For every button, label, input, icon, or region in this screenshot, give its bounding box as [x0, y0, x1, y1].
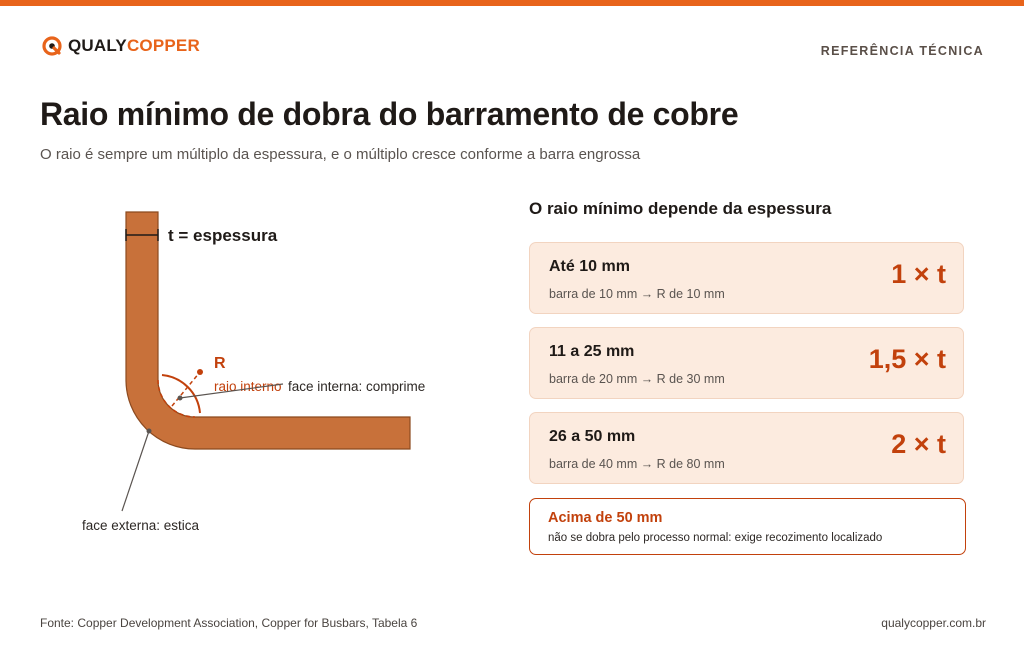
thickness-range: 11 a 25 mm	[549, 343, 635, 360]
thickness-row-1: Até 10 mm barra de 10 mm → R de 10 mm 1 …	[529, 242, 964, 314]
radius-multiplier: 1 × t	[891, 259, 946, 289]
radius-center-dot	[197, 369, 203, 375]
thickness-range: 26 a 50 mm	[549, 428, 636, 445]
radius-letter: R	[214, 355, 226, 372]
busbar-bend-diagram: t = espessura R raio interno face intern…	[82, 211, 425, 533]
radius-line	[171, 371, 201, 407]
warning-card: Acima de 50 mm não se dobra pelo process…	[529, 498, 966, 555]
radius-multiplier: 2 × t	[891, 429, 946, 459]
outer-face-leader	[121, 430, 150, 512]
warning-title: Acima de 50 mm	[548, 510, 663, 526]
radius-multiplier: 1,5 × t	[868, 344, 946, 374]
thickness-example: barra de 20 mm → R de 30 mm	[549, 372, 725, 386]
outer-face-label: face externa: estica	[82, 518, 200, 533]
page-title: Raio mínimo de dobra do barramento de co…	[40, 96, 739, 132]
brand-logo: QUALYCOPPER	[42, 36, 200, 56]
source-citation: Fonte: Copper Development Association, C…	[40, 616, 418, 630]
brand-name: QUALYCOPPER	[68, 36, 200, 55]
warning-text: não se dobra pelo processo normal: exige…	[548, 532, 883, 544]
qualycopper-logo-icon	[42, 36, 62, 56]
inner-face-leader	[179, 383, 284, 399]
thickness-example: barra de 10 mm → R de 10 mm	[549, 287, 725, 301]
inner-radius-arc	[157, 379, 196, 418]
thickness-example: barra de 40 mm → R de 80 mm	[549, 457, 725, 471]
thickness-row-3: 26 a 50 mm barra de 40 mm → R de 80 mm 2…	[529, 412, 964, 484]
thickness-label: t = espessura	[168, 226, 278, 245]
website-url: qualycopper.com.br	[881, 616, 986, 630]
inner-radius-label: raio interno	[214, 379, 282, 394]
thickness-range: Até 10 mm	[549, 258, 630, 275]
inner-face-label: face interna: comprime	[288, 379, 425, 394]
table-title: O raio mínimo depende da espessura	[529, 199, 832, 218]
page-subtitle: O raio é sempre um múltiplo da espessura…	[40, 146, 641, 163]
top-accent-bar	[0, 0, 1024, 6]
copper-busbar-shape	[125, 211, 411, 450]
thickness-row-2: 11 a 25 mm barra de 20 mm → R de 30 mm 1…	[529, 327, 964, 399]
section-label: REFERÊNCIA TÉCNICA	[820, 44, 984, 58]
